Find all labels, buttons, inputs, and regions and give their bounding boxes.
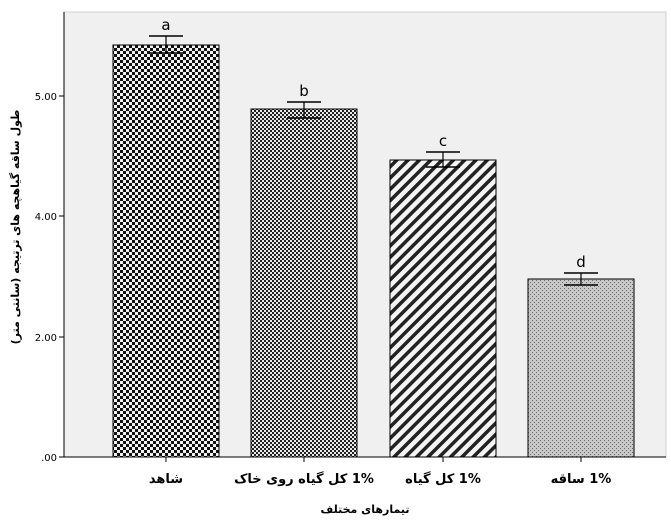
bar [112, 44, 220, 458]
y-axis: .00 2.00 4.00 5.00 [35, 12, 65, 464]
significance-letters-group: a b c d [161, 16, 585, 271]
bars-group [112, 44, 635, 458]
x-axis-title: تیمارهای مختلف [321, 503, 410, 516]
x-tick-label: 1% کل گیاه [405, 471, 481, 487]
y-tick-label: 2.00 [35, 333, 57, 344]
bar [250, 108, 358, 458]
y-tick-label: .00 [41, 453, 57, 464]
y-axis-title: طول ساقه گیاهچه های ترتیجه (سانتی متر) [9, 110, 22, 345]
x-axis: شاهد 1% کل گیاه روی خاک 1% کل گیاه 1% ساقه [64, 456, 666, 487]
significance-letter: c [439, 132, 447, 150]
error-bars-group [149, 35, 598, 286]
bar [389, 159, 497, 458]
significance-letter: a [161, 16, 170, 34]
x-tick-label: 1% ساقه [551, 472, 612, 487]
x-tick-label: شاهد [149, 472, 183, 487]
bar [527, 278, 635, 458]
significance-letter: d [576, 253, 586, 271]
significance-letter: b [299, 82, 309, 100]
y-tick-label: 5.00 [35, 92, 57, 103]
x-tick-label: 1% کل گیاه روی خاک [234, 471, 374, 487]
y-tick-label: 4.00 [35, 212, 57, 223]
